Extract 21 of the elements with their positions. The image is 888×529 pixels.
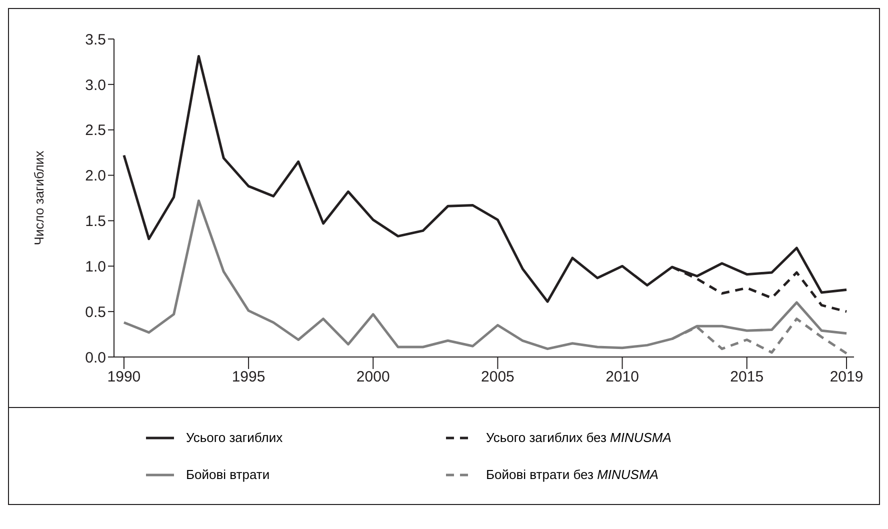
y-axis-title: Число загиблих — [32, 150, 47, 246]
legend-label: Бойові втрати — [186, 467, 270, 482]
x-tick-label: 1995 — [232, 368, 266, 386]
legend-label: Бойові втрати без MINUSMA — [486, 467, 658, 482]
x-tick-label: 2010 — [606, 368, 639, 386]
x-tick-label: 2015 — [730, 368, 764, 386]
y-tick-label: 2.5 — [85, 122, 106, 140]
y-tick-label: 1.0 — [85, 258, 106, 276]
legend-label: Усього загиблих без MINUSMA — [486, 430, 672, 445]
x-tick-label: 2019 — [830, 368, 864, 386]
y-tick-label: 2.0 — [85, 168, 106, 185]
line-series — [122, 199, 848, 350]
y-tick-label: 3.5 — [85, 31, 106, 48]
x-tick-label: 1990 — [107, 368, 141, 386]
y-tick-label: 3.0 — [85, 76, 106, 94]
y-tick-label: 1.5 — [85, 213, 106, 230]
x-tick-label: 2000 — [356, 368, 390, 386]
y-tick-label: 0.5 — [85, 304, 106, 321]
legend-label: Усього загиблих — [186, 430, 283, 445]
x-tick-label: 2005 — [481, 368, 514, 386]
y-tick-label: 0.0 — [85, 349, 106, 366]
